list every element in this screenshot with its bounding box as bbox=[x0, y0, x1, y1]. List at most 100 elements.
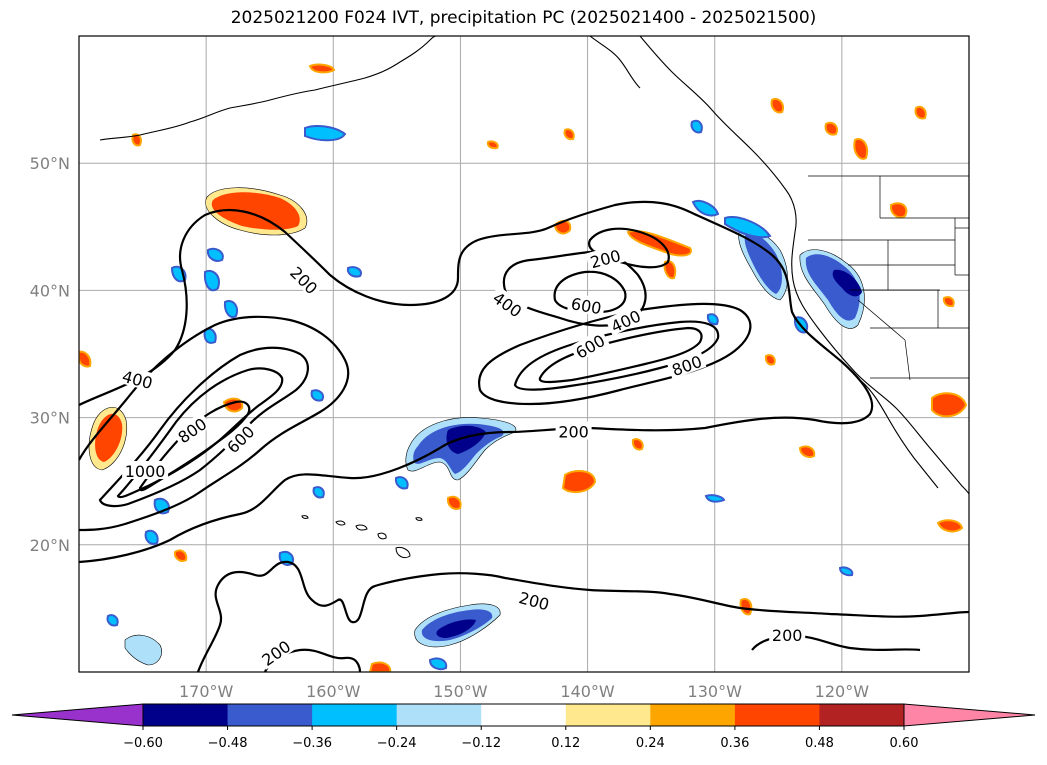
precip-blob-positive bbox=[770, 98, 784, 114]
colorbar-tick-label: 0.12 bbox=[551, 736, 580, 751]
precip-blob-positive bbox=[824, 121, 838, 136]
precip-blob-positive bbox=[79, 350, 92, 368]
precip-blob-negative bbox=[805, 254, 860, 321]
precip-blob-negative bbox=[706, 313, 719, 326]
colorbar-tick-label: −0.36 bbox=[292, 736, 332, 751]
ivt-contour-400-north bbox=[502, 250, 647, 327]
lon-tick-label: 170°W bbox=[179, 682, 234, 701]
lon-tick-label: 140°W bbox=[560, 682, 615, 701]
contour-label-bg bbox=[569, 328, 610, 363]
lat-tick-label: 50°N bbox=[30, 154, 70, 173]
colorbar-swatch bbox=[819, 704, 905, 726]
contour-label-group: 1000 bbox=[122, 461, 169, 481]
colorbar-extend-max bbox=[903, 703, 1036, 727]
contour-label-group: 200 bbox=[769, 625, 806, 645]
precip-blob-negative bbox=[446, 425, 486, 454]
precip-blob-negative bbox=[304, 125, 347, 142]
colorbar-tick-label: −0.60 bbox=[123, 736, 163, 751]
precip-blob-negative bbox=[436, 619, 476, 638]
contour-label-group: 600 bbox=[220, 419, 259, 458]
colorbar-tick-label: 0.24 bbox=[636, 736, 665, 751]
precip-blob-positive bbox=[95, 413, 123, 462]
colorbar-swatch bbox=[650, 704, 736, 726]
contour-label-bg bbox=[769, 625, 806, 644]
precip-blob-positive bbox=[942, 296, 955, 308]
colorbar-tick-label: −0.48 bbox=[208, 736, 248, 751]
colorbar: −0.60 −0.48 −0.36 −0.24 −0.12 0.12 0.24 0.36 0.4… bbox=[11, 703, 1036, 751]
islands bbox=[301, 515, 423, 559]
figure-title: 2025021200 F024 IVT, precipitation PC (2… bbox=[230, 8, 817, 28]
precip-blob-negative bbox=[206, 247, 224, 262]
precip-blob-negative bbox=[223, 300, 238, 318]
lon-tick-label: 160°W bbox=[306, 682, 361, 701]
precip-blob-negative bbox=[428, 657, 448, 671]
contour-label-bg bbox=[285, 260, 324, 299]
map-frame bbox=[78, 35, 970, 673]
contour-label-bg bbox=[514, 586, 555, 614]
lat-tick-label: 20°N bbox=[30, 536, 70, 555]
precip-blob-negative bbox=[312, 486, 325, 499]
precip-blob-positive bbox=[663, 260, 677, 280]
contour-label-bg bbox=[567, 292, 606, 317]
colorbar-tick-label: −0.24 bbox=[377, 736, 417, 751]
precip-blob-positive bbox=[931, 392, 968, 418]
ivt-contour-600-west bbox=[98, 346, 309, 508]
contour-label-group: 600 bbox=[567, 292, 606, 318]
political-borders bbox=[808, 175, 969, 381]
precip-blob-positive bbox=[561, 469, 597, 494]
colorbar-tick-label: 0.36 bbox=[720, 736, 749, 751]
colorbar-swatch bbox=[396, 704, 482, 726]
latitude-labels: 20°N 30°N 40°N 50°N bbox=[30, 154, 70, 555]
precip-blob-negative bbox=[144, 529, 159, 545]
precip-blob-positive bbox=[308, 63, 336, 74]
precip-blob-negative bbox=[124, 634, 162, 666]
contour-label: 200 bbox=[558, 423, 589, 442]
precip-blob-negative bbox=[704, 494, 726, 503]
precip-blob-negative bbox=[691, 199, 720, 217]
colorbar-outline bbox=[142, 703, 905, 727]
lon-tick-label: 150°W bbox=[433, 682, 488, 701]
precip-blob-negative bbox=[744, 233, 782, 294]
precip-blob-positive bbox=[131, 133, 142, 147]
ivt-contour-200-south bbox=[196, 560, 969, 672]
contour-label-bg bbox=[605, 304, 646, 336]
map-background bbox=[79, 36, 969, 672]
ivt-contour-400-central bbox=[477, 302, 752, 406]
contour-label-bg bbox=[255, 634, 296, 670]
precip-blob-positive bbox=[889, 202, 908, 219]
lon-tick-label: 120°W bbox=[815, 682, 870, 701]
precip-blob-negative bbox=[310, 389, 324, 402]
colorbar-tick-label: −0.12 bbox=[461, 736, 501, 751]
lat-tick-label: 30°N bbox=[30, 409, 70, 428]
precip-shading bbox=[79, 63, 968, 672]
precip-blob-negative bbox=[838, 566, 854, 577]
precip-blob-positive bbox=[626, 230, 692, 257]
colorbar-swatch bbox=[734, 704, 820, 726]
precip-blob-positive bbox=[853, 138, 868, 160]
contour-label-bg bbox=[122, 461, 169, 480]
colorbar-swatch bbox=[143, 704, 229, 726]
precip-blob-negative bbox=[203, 327, 217, 344]
precip-blob-positive bbox=[936, 519, 964, 533]
contour-label-bg bbox=[585, 244, 625, 271]
colorbar-extend-min bbox=[11, 703, 144, 727]
precip-blob-positive bbox=[739, 598, 753, 616]
gridlines bbox=[79, 36, 969, 672]
contour-label-bg bbox=[220, 419, 259, 458]
precip-blob-negative bbox=[724, 216, 772, 239]
colorbar-swatch bbox=[227, 704, 313, 726]
precip-blob-positive bbox=[563, 128, 575, 141]
contour-label-bg bbox=[488, 285, 528, 322]
precip-blob-negative bbox=[203, 269, 220, 292]
precip-blob-positive bbox=[764, 354, 776, 366]
colorbar-tick-label: 0.60 bbox=[890, 736, 919, 751]
precip-blob-positive bbox=[173, 549, 188, 562]
contour-label-bg bbox=[666, 349, 707, 380]
coastlines bbox=[99, 36, 969, 495]
longitude-labels: 170°W 160°W 150°W 140°W 130°W 120°W bbox=[179, 682, 869, 701]
colorbar-swatch bbox=[312, 704, 398, 726]
precip-blob-positive bbox=[446, 495, 462, 510]
lon-tick-label: 130°W bbox=[688, 682, 743, 701]
precip-blob-negative bbox=[690, 119, 703, 134]
